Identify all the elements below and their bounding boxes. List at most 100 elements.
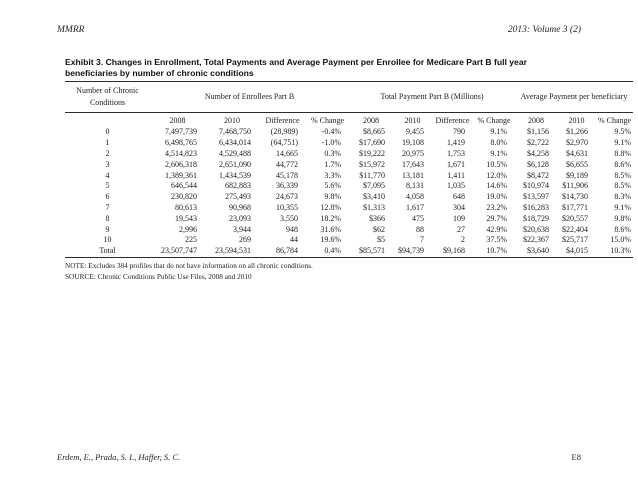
table-cell: 23,594,531 — [215, 246, 251, 256]
table-cell: 20,975 — [402, 148, 424, 158]
table-row: 8 19,543 23,093 3,550 18.2% $366 475 109 29.7% $1… — [65, 214, 633, 225]
table-cell: 2,996 — [179, 224, 197, 234]
authors: Erdem, E., Prada, S. I., Haffer, S. C. — [57, 452, 181, 462]
table-cell: 8.5% — [614, 170, 632, 180]
table-cell: $366 — [369, 213, 385, 223]
table-cell: 9,455 — [406, 127, 424, 137]
table-cell: 475 — [412, 213, 424, 223]
exhibit-title: Exhibit 3. Changes in Enrollment, Total … — [65, 57, 527, 79]
table-cell: 4,058 — [406, 192, 424, 202]
table-cell: $2,722 — [527, 138, 549, 148]
table-cell: 13,181 — [402, 170, 424, 180]
table-cell: 230,820 — [171, 192, 197, 202]
table-cell: 14,665 — [276, 148, 298, 158]
table-cell: $11,906 — [562, 181, 588, 191]
col-header: 2008 — [363, 116, 379, 126]
table-cell: 1,671 — [447, 159, 465, 169]
table-cell: $4,015 — [566, 246, 588, 256]
col-header: % Change — [477, 116, 511, 126]
table-cell: 2,651,090 — [219, 159, 251, 169]
row-label: 1 — [105, 138, 110, 148]
table-cell: 37.5% — [486, 235, 507, 245]
table-cell: $62 — [373, 224, 385, 234]
table-cell: $1,156 — [527, 127, 549, 137]
table-cell: 7 — [420, 235, 424, 245]
table-cell: 14.6% — [486, 181, 507, 191]
table-cell: 6,498,765 — [165, 138, 197, 148]
table-cell: 790 — [453, 127, 465, 137]
table-cell: 9.1% — [614, 138, 632, 148]
table-cell: 19,108 — [402, 138, 424, 148]
table-cell: $25,717 — [562, 235, 588, 245]
table-cell: 23.2% — [486, 202, 507, 212]
empty-header-cell — [65, 113, 150, 128]
table-cell: 10.7% — [486, 246, 507, 256]
table-cell: 2 — [461, 235, 465, 245]
table-cell: $16,283 — [523, 202, 549, 212]
table-cell: 646,544 — [171, 181, 197, 191]
table-cell: $94,739 — [398, 246, 424, 256]
group-header-row: Number of Chronic Conditions Number of E… — [65, 81, 634, 114]
table-cell: 8.0% — [490, 138, 507, 148]
table-cell: $20,557 — [562, 213, 588, 223]
journal-name: MMRR — [57, 25, 85, 35]
col-header: % Change — [597, 116, 632, 126]
col-header: % Change — [310, 116, 345, 126]
group-header-enrollees: Number of Enrollees Part B — [150, 81, 349, 114]
table-cell: 1,419 — [447, 138, 465, 148]
table-cell: -0.4% — [321, 127, 341, 137]
table-row: 2 4,514,823 4,529,488 14,665 0.3% $19,222 20,9… — [65, 149, 633, 160]
table-cell: 1.7% — [324, 159, 341, 169]
table-cell: 1,753 — [447, 148, 465, 158]
table-cell: 8.6% — [614, 159, 632, 169]
table-cell: 648 — [453, 192, 465, 202]
table-cell: 225 — [185, 235, 197, 245]
table-cell: $1,313 — [363, 202, 385, 212]
table-cell: 4,514,823 — [165, 148, 197, 158]
table-cell: 0.3% — [324, 148, 341, 158]
table-cell: 8.5% — [614, 181, 632, 191]
table-cell: $15,972 — [359, 159, 385, 169]
table-row: 6 230,820 275,493 24,673 9.8% $3,410 4,058 648 1… — [65, 192, 633, 203]
column-header-row: 2008 2010 Difference % Change 2008 2010 … — [65, 113, 633, 128]
table-cell: $3,410 — [363, 192, 385, 202]
table-cell: (64,751) — [270, 138, 298, 148]
col-header: 2010 — [568, 116, 585, 126]
group-header-total-payment: Total Payment Part B (Millions) — [349, 81, 515, 114]
table-cell: 18.2% — [320, 213, 341, 223]
table-cell: 6,434,014 — [219, 138, 251, 148]
table-cell: $6,128 — [527, 159, 549, 169]
col-header: 2008 — [528, 116, 544, 126]
table-cell: 29.7% — [486, 213, 507, 223]
col-header: 2010 — [224, 116, 240, 126]
row-header: Number of Chronic Conditions — [65, 81, 150, 114]
source-text: SOURCE: Chronic Conditions Public Use Fi… — [65, 272, 252, 282]
table-cell: $1,266 — [566, 127, 588, 137]
table-cell: $22,367 — [523, 235, 549, 245]
col-header: 2008 — [169, 116, 186, 126]
group-header-average-payment: Average Payment per beneficiary — [515, 81, 634, 114]
row-label: 9 — [105, 224, 110, 234]
table-cell: $17,771 — [562, 202, 588, 212]
row-label: 8 — [105, 213, 110, 223]
table-cell: $8,665 — [363, 127, 385, 137]
table-cell: 8.8% — [614, 148, 632, 158]
table-cell: $19,222 — [359, 148, 385, 158]
table-cell: 45,178 — [276, 170, 298, 180]
table-cell: 23,093 — [229, 213, 251, 223]
row-label: 2 — [105, 148, 110, 158]
table-cell: 36,339 — [276, 181, 298, 191]
table-cell: $6,655 — [566, 159, 588, 169]
table-cell: 15.0% — [610, 235, 632, 245]
row-label: 6 — [105, 192, 110, 202]
page-footer: Erdem, E., Prada, S. I., Haffer, S. C. E… — [57, 452, 581, 462]
table-cell: 3,944 — [233, 224, 251, 234]
table-cell: 9.8% — [614, 213, 632, 223]
table-cell: 88 — [416, 224, 424, 234]
table-cell: 24,673 — [276, 192, 298, 202]
table-cell: $7,095 — [363, 181, 385, 191]
table-cell: $4,258 — [527, 148, 549, 158]
table-cell: 1,617 — [406, 202, 424, 212]
table-cell: $10,974 — [523, 181, 549, 191]
